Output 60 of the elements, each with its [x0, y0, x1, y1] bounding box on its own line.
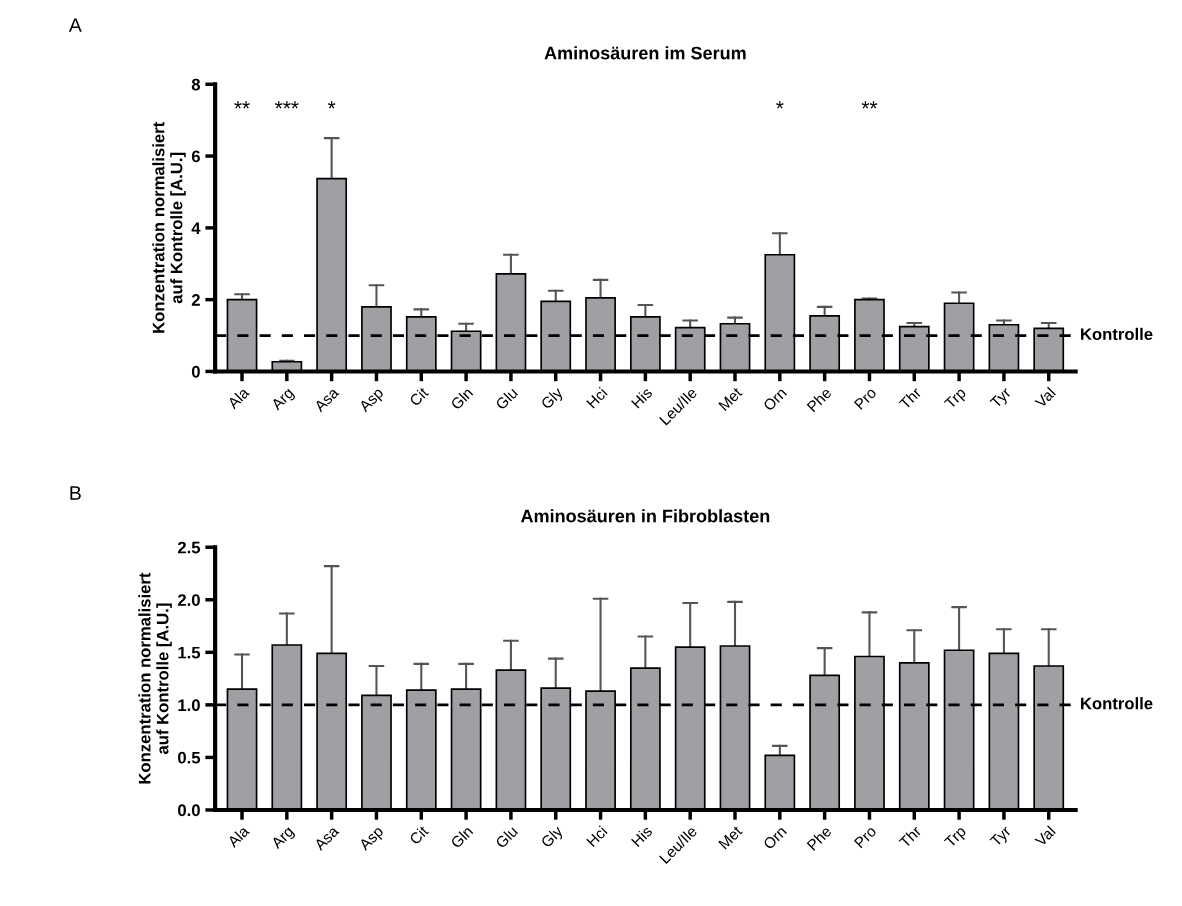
y-tick-label: 2.5	[177, 541, 201, 554]
chart-title: Aminosäuren im Serum	[544, 46, 746, 60]
x-tick-label: Ala	[226, 386, 250, 410]
text: B	[70, 486, 81, 500]
y-axis-title: Konzentration normalisiert auf Kontrolle [A.U.]	[138, 572, 172, 784]
x-tick-label: Val	[1033, 825, 1056, 848]
x-tick-label: Orn	[762, 387, 788, 412]
x-tick-label: Pro	[853, 386, 877, 410]
annotation: **	[861, 101, 878, 109]
y-tick-label: 2	[191, 294, 200, 306]
x-tick-label: His	[630, 824, 653, 848]
x-tick-label: Orn	[762, 825, 788, 850]
annotation: *	[776, 101, 784, 109]
x-tick-label: Gln	[449, 825, 474, 849]
x-tick-label: Arg	[270, 387, 297, 413]
y-tick-label: 8	[191, 78, 201, 91]
x-tick-label: Ala	[226, 824, 250, 849]
y-tick-label: 2.0	[177, 594, 200, 606]
annotation: ***	[275, 101, 299, 109]
x-tick-label: Gly	[540, 824, 566, 851]
annotation: **	[234, 101, 250, 109]
x-tick-label: Cit	[408, 386, 430, 407]
x-tick-label: Phe	[806, 386, 833, 413]
y-tick-label: 0	[191, 365, 200, 378]
annotation: *	[327, 101, 336, 109]
x-tick-label: Met	[718, 825, 743, 850]
x-tick-label: Thr	[898, 824, 922, 849]
x-tick-label: Glu	[494, 825, 519, 849]
x-tick-label: Val	[1033, 386, 1056, 409]
x-tick-label: Arg	[270, 825, 297, 852]
x-tick-label: Tyr	[989, 386, 1014, 411]
x-tick-label: Asp	[358, 825, 387, 854]
x-tick-label: Trp	[943, 825, 969, 851]
x-tick-label: Trp	[943, 386, 969, 412]
x-tick-label: Thr	[898, 386, 922, 410]
y-tick-label: 1.0	[178, 699, 200, 712]
x-tick-label: Phe	[806, 825, 833, 851]
x-tick-label: Glu	[494, 386, 519, 411]
ref-line-label: Kontrolle	[1081, 327, 1153, 341]
x-tick-label: Pro	[853, 825, 877, 849]
x-tick-label: Met	[718, 386, 743, 412]
ref-line-label: Kontrolle	[1081, 697, 1153, 710]
x-tick-label: Asa	[313, 824, 340, 852]
x-tick-label: Cit	[408, 824, 430, 846]
x-tick-label: Gly	[540, 386, 566, 412]
y-tick-label: 4	[191, 222, 201, 234]
x-tick-label: Asp	[358, 386, 387, 415]
text: A	[68, 18, 82, 32]
x-tick-label: Hci	[585, 386, 608, 409]
x-tick-label: Hci	[585, 825, 608, 848]
x-tick-label: Gln	[449, 386, 474, 411]
y-tick-label: 1.5	[178, 646, 201, 659]
x-tick-label: His	[630, 386, 653, 409]
chart-title: Aminosäuren in Fibroblasten	[520, 509, 770, 523]
y-tick-label: 0.0	[178, 804, 200, 817]
y-tick-label: 6	[191, 150, 200, 163]
x-tick-label: Tyr	[989, 825, 1014, 850]
x-tick-label: Asa	[313, 386, 340, 413]
y-tick-label: 0.5	[178, 751, 201, 764]
y-axis-title: Konzentration normalisiert auf Kontrolle [A.U.]	[152, 122, 186, 333]
